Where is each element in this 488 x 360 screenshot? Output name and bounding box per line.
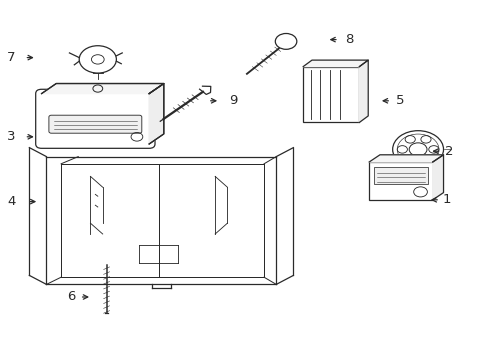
Bar (303, 67, 359, 122)
Polygon shape (41, 84, 163, 94)
Text: 4: 4 (7, 195, 16, 208)
FancyBboxPatch shape (49, 115, 142, 133)
Text: 6: 6 (67, 291, 76, 303)
Bar (373, 167, 427, 184)
FancyBboxPatch shape (36, 89, 155, 148)
FancyBboxPatch shape (368, 162, 432, 200)
Text: 7: 7 (7, 51, 16, 64)
Text: 8: 8 (344, 33, 352, 46)
Text: 2: 2 (444, 145, 452, 158)
Polygon shape (368, 155, 443, 162)
Polygon shape (432, 155, 443, 200)
Text: 9: 9 (228, 94, 237, 107)
Text: 3: 3 (7, 130, 16, 143)
Text: 5: 5 (395, 94, 404, 107)
Polygon shape (359, 60, 367, 122)
Text: 1: 1 (442, 193, 450, 206)
Polygon shape (303, 60, 367, 67)
Polygon shape (149, 84, 163, 144)
